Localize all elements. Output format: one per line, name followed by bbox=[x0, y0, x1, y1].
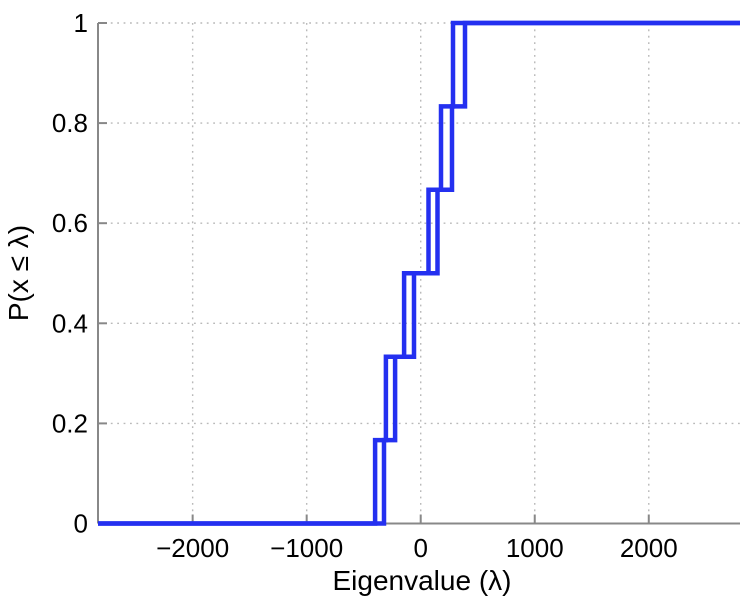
ecdf-step-line-2 bbox=[98, 20, 740, 526]
x-tick-label-−2000: −2000 bbox=[156, 533, 229, 563]
y-tick-label-0: 0 bbox=[74, 509, 88, 539]
gridlines-layer bbox=[98, 22, 740, 524]
x-tick-label-0: 0 bbox=[413, 533, 427, 563]
y-tick-label-0.6: 0.6 bbox=[52, 208, 88, 238]
x-tick-label-−1000: −1000 bbox=[270, 533, 343, 563]
y-tick-label-0.4: 0.4 bbox=[52, 308, 88, 338]
x-axis-label: Eigenvalue (λ) bbox=[333, 565, 512, 596]
y-tick-label-0.8: 0.8 bbox=[52, 108, 88, 138]
tick-labels-layer: −2000 −1000 0 1000 2000 0 0.2 0.4 0.6 0.8 1 bbox=[52, 8, 678, 563]
y-tick-label-0.2: 0.2 bbox=[52, 408, 88, 438]
y-axis-label: P(x ≤ λ) bbox=[3, 225, 34, 321]
x-tick-label-2000: 2000 bbox=[620, 533, 678, 563]
ecdf-series-layer bbox=[98, 20, 740, 526]
x-tick-label-1000: 1000 bbox=[506, 533, 564, 563]
y-tick-label-1: 1 bbox=[74, 8, 88, 38]
